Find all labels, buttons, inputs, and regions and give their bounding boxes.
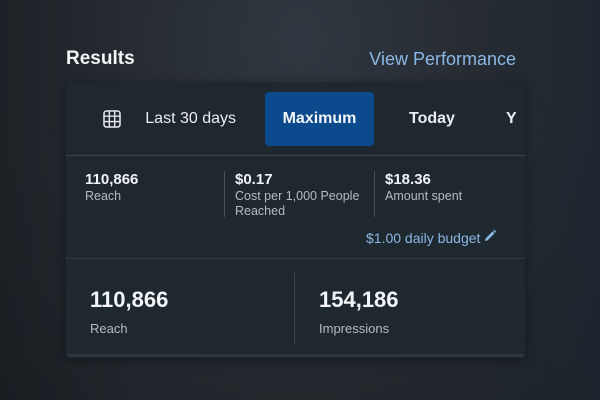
reach-label: Reach — [85, 189, 122, 203]
results-card: Last 30 days Maximum Today Y 110,866 Rea… — [66, 82, 525, 358]
tab-last-30-days[interactable]: Last 30 days — [146, 110, 236, 127]
reach-value: 110,866 — [85, 171, 139, 188]
section-divider — [66, 258, 525, 259]
summary-reach-value: 110,866 — [90, 287, 169, 312]
stats-row: 110,866 Reach $0.17 Cost per 1,000 Peopl… — [66, 157, 525, 252]
spent-stat: $18.36 Amount spent — [385, 171, 462, 204]
tab-next[interactable]: Y — [506, 110, 516, 127]
summary-divider — [294, 273, 295, 345]
card-bottom-edge — [66, 354, 525, 357]
spent-value: $18.36 — [385, 171, 431, 188]
calendar-icon[interactable] — [102, 109, 122, 129]
tab-maximum[interactable]: Maximum — [265, 92, 374, 146]
results-header: Results View Performance — [66, 46, 516, 72]
cost-value: $0.17 — [235, 171, 273, 188]
pencil-icon — [483, 229, 497, 246]
stat-divider — [224, 171, 225, 217]
summary-impressions: 154,186 Impressions — [319, 287, 399, 336]
stat-divider — [374, 171, 375, 217]
cost-label-line2: Reached — [235, 204, 286, 218]
view-performance-link[interactable]: View Performance — [369, 48, 516, 69]
reach-stat: 110,866 Reach — [85, 171, 138, 204]
results-title: Results — [66, 48, 135, 69]
daily-budget-link[interactable]: $1.00 daily budget — [366, 229, 497, 246]
date-range-tabs: Last 30 days Maximum Today Y — [66, 82, 525, 156]
daily-budget-text: $1.00 daily budget — [366, 229, 481, 246]
summary-reach-label: Reach — [90, 321, 128, 336]
summary-reach: 110,866 Reach — [90, 287, 168, 336]
cost-label-line1: Cost per 1,000 People — [235, 189, 360, 203]
summary-impressions-label: Impressions — [319, 321, 390, 336]
tab-today[interactable]: Today — [409, 110, 455, 127]
cost-stat: $0.17 Cost per 1,000 People Reached — [235, 171, 359, 219]
summary-impressions-value: 154,186 — [319, 287, 399, 312]
spent-label: Amount spent — [385, 189, 463, 203]
